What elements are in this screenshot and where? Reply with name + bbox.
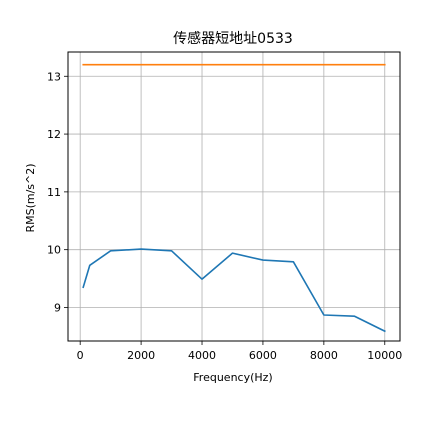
x-tick-label-8000: 8000 (310, 349, 338, 362)
series-layer (82, 63, 386, 333)
y-tick-label-9: 9 (54, 301, 61, 314)
ticks: 0 2000 4000 6000 8000 10000 9 10 11 12 13 (47, 70, 402, 362)
x-tick-label-4000: 4000 (188, 349, 216, 362)
x-tick-label-0: 0 (77, 349, 84, 362)
plot-area-frame (67, 51, 401, 342)
y-tick-label-11: 11 (47, 186, 61, 199)
y-tick-label-10: 10 (47, 244, 61, 257)
series-line-1 (82, 248, 386, 333)
x-tick-label-2000: 2000 (127, 349, 155, 362)
x-tick-label-10000: 10000 (367, 349, 402, 362)
y-tick-label-13: 13 (47, 70, 61, 83)
chart-title: 传感器短地址0533 (173, 30, 293, 47)
y-axis-label: RMS(m/s^2) (24, 163, 37, 232)
x-tick-label-6000: 6000 (249, 349, 277, 362)
x-axis-label: Frequency(Hz) (193, 371, 272, 384)
y-tick-label-12: 12 (47, 128, 61, 141)
